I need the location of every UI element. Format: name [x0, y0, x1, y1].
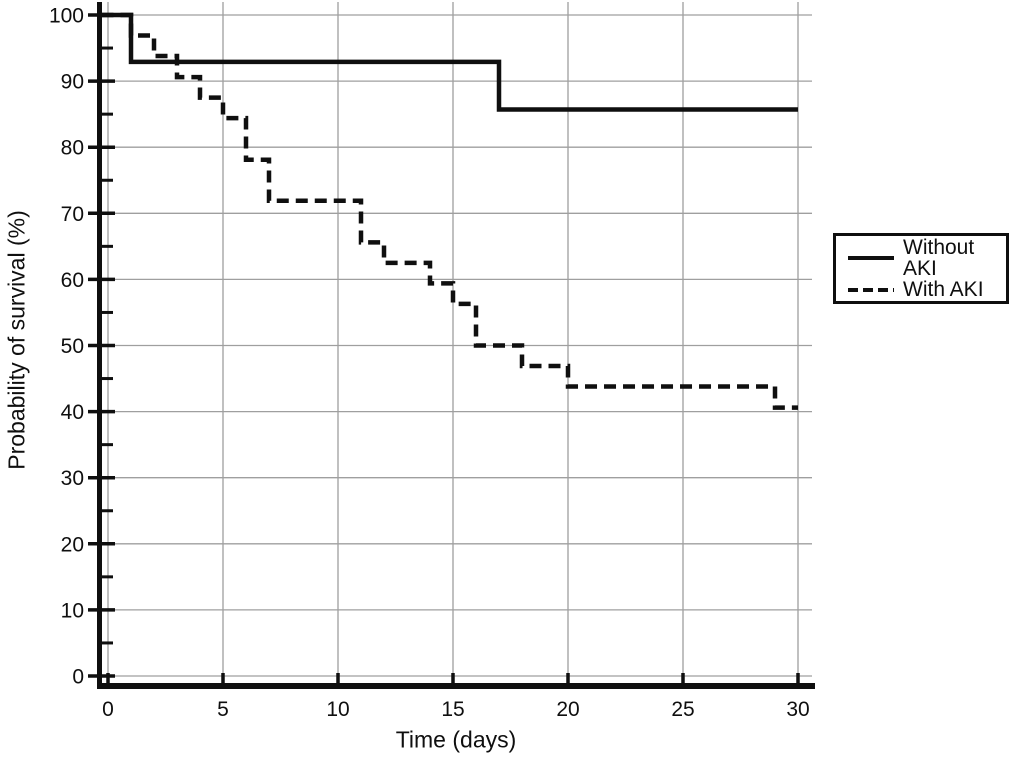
y-tick-label: 0	[72, 666, 84, 689]
legend-label: With AKI	[903, 278, 984, 302]
y-tick-label: 20	[61, 533, 84, 556]
solid-line-swatch	[848, 255, 894, 260]
y-tick-label: 40	[61, 401, 84, 424]
x-tick-label: 20	[556, 698, 579, 721]
legend-item-with-aki: With AKI	[848, 279, 1006, 300]
series-with-aki	[101, 12, 798, 410]
x-tick-label: 5	[217, 698, 229, 721]
x-tick-label: 15	[441, 698, 464, 721]
y-tick-label: 100	[49, 5, 84, 28]
legend-item-without-aki: Without AKI	[848, 237, 1006, 279]
x-tick-label: 30	[786, 698, 809, 721]
x-tick-label: 0	[102, 698, 114, 721]
y-tick-label: 60	[61, 269, 84, 292]
y-axis-title: Probability of survival (%)	[3, 210, 30, 470]
y-tick-label: 70	[61, 203, 84, 226]
x-tick-label: 25	[671, 698, 694, 721]
survival-curves	[101, 12, 798, 410]
y-tick-label: 50	[61, 335, 84, 358]
ticks	[88, 13, 800, 684]
y-tick-label: 80	[61, 137, 84, 160]
gridlines	[103, 2, 812, 684]
series-without-aki	[101, 12, 798, 112]
tick-labels: 0 10 20 30 40 50 60 70 80 90 100 0 5 10 15 20 25 30	[49, 5, 810, 722]
y-tick-label: 10	[61, 599, 84, 622]
legend-box: Without AKI With AKI	[833, 233, 1009, 304]
x-axis-title: Time (days)	[395, 726, 517, 753]
dashed-line-swatch	[848, 287, 894, 292]
y-tick-label: 30	[61, 467, 84, 490]
y-tick-label: 90	[61, 71, 84, 94]
legend-label: Without AKI	[903, 235, 975, 280]
x-tick-label: 10	[326, 698, 349, 721]
